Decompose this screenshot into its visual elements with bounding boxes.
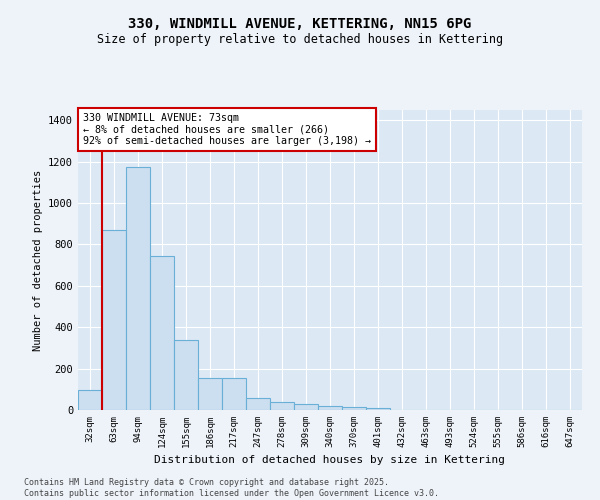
Bar [198, 378, 222, 410]
Text: 330 WINDMILL AVENUE: 73sqm
← 8% of detached houses are smaller (266)
92% of semi: 330 WINDMILL AVENUE: 73sqm ← 8% of detac… [83, 113, 371, 146]
Bar [246, 398, 270, 410]
Bar [102, 230, 126, 410]
Bar [174, 340, 198, 410]
Bar [126, 167, 150, 410]
Bar [78, 390, 102, 410]
Bar [342, 407, 366, 410]
Text: Contains HM Land Registry data © Crown copyright and database right 2025.
Contai: Contains HM Land Registry data © Crown c… [24, 478, 439, 498]
Bar [366, 408, 390, 410]
Bar [318, 406, 342, 410]
Text: Size of property relative to detached houses in Kettering: Size of property relative to detached ho… [97, 32, 503, 46]
Text: 330, WINDMILL AVENUE, KETTERING, NN15 6PG: 330, WINDMILL AVENUE, KETTERING, NN15 6P… [128, 18, 472, 32]
X-axis label: Distribution of detached houses by size in Kettering: Distribution of detached houses by size … [155, 456, 505, 466]
Bar [222, 378, 246, 410]
Bar [294, 404, 318, 410]
Bar [150, 256, 174, 410]
Bar [270, 402, 294, 410]
Y-axis label: Number of detached properties: Number of detached properties [32, 170, 43, 350]
